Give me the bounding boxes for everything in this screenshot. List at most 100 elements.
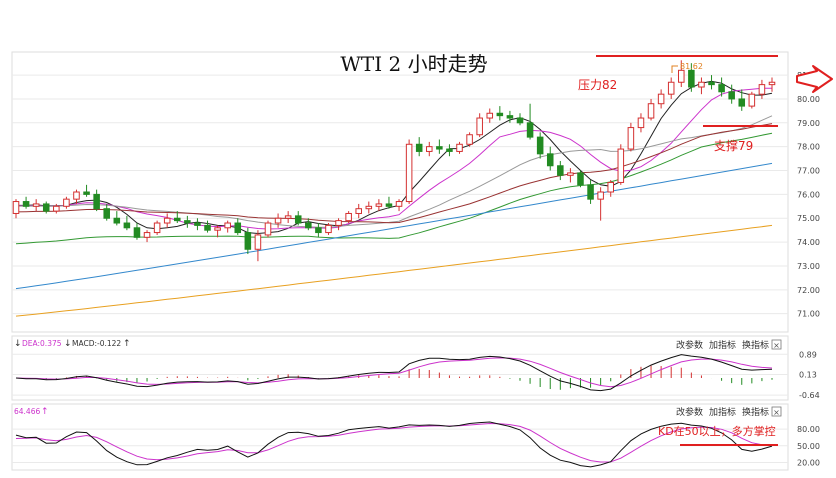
ma-line-120 [15,162,773,290]
ma-line-30 [15,123,773,224]
candle-body [355,208,362,214]
grid-lines [12,74,788,463]
candle-body [22,201,30,207]
dif-line [15,354,773,392]
candle-body [728,91,735,100]
candle-body [153,222,161,234]
candle-body [415,143,423,152]
kd-tick-label: 50.00 [797,442,820,451]
candle-body [577,172,584,186]
kd-close-button[interactable] [771,406,782,417]
candle-body [446,148,453,152]
macd-up-arrow-icon: ↑ [123,339,131,349]
candle-body [53,205,60,212]
candle-body [567,172,574,176]
candle-body [607,181,614,193]
candle-body [627,127,635,150]
candle-body [496,112,504,117]
macd-switch-indicator-button[interactable]: 换指标 [742,339,769,351]
candle-body [113,217,121,224]
candles [12,60,776,262]
macd-arrow-icon: ↓ [64,339,72,349]
macd-tick-label: 0.13 [799,371,817,380]
candle-body [546,153,554,167]
macd-close-icon: × [773,341,780,350]
ma-line-250 [15,224,773,317]
candle-body [395,201,403,207]
kd-up-arrow-icon: ↑ [41,407,49,417]
chart-title: WTI 2 小时走势 [340,52,487,76]
candle-body [486,112,494,119]
candle-body [405,143,413,203]
candle-body [617,148,625,183]
price-tick-label: 77.00 [797,167,820,176]
candle-body [274,217,282,224]
candle-body [678,69,685,83]
candle-body [244,232,252,250]
price-tick-label: 79.00 [797,119,820,128]
candle-body [557,165,564,176]
candle-body [32,203,40,207]
candle-body [254,234,262,250]
candle-body [63,198,70,207]
candle-body [204,224,211,231]
candle-body [597,191,604,200]
candle-body [12,201,20,214]
dea-label: DEA:0.375 [22,339,62,348]
price-tick-label: 73.00 [797,262,820,271]
peak-marker [671,65,678,73]
kd-tick-label: 80.00 [797,425,820,434]
price-tick-label: 76.00 [797,190,820,199]
candle-body [375,203,383,207]
support-label: 支撑79 [714,138,753,153]
candle-body [526,122,534,138]
moving-average-lines [15,80,773,317]
axis-tick-labels: 81.0080.0079.0078.0077.0076.0075.0074.00… [797,71,820,467]
price-tick-label: 71.00 [797,310,820,319]
candle-body [284,215,292,219]
macd-close-button[interactable] [771,339,782,350]
candle-body [365,205,373,210]
macd-tick-label: 0.89 [799,350,817,359]
macd-panel [11,335,789,401]
candle-body [305,222,312,229]
candle-body [718,84,725,93]
kd-value-label: 64.466 [14,407,40,416]
candle-body [83,191,90,195]
candle-body [637,117,645,129]
kd-add-indicator-button[interactable]: 加指标 [709,406,736,418]
candle-body [224,222,231,229]
k-line [15,421,773,468]
candle-body [143,232,151,238]
peak-label: 81.62 [680,62,703,71]
macd-add-indicator-button[interactable]: 加指标 [709,339,736,351]
candle-body [93,193,100,210]
price-tick-label: 75.00 [797,214,820,223]
kd-note: KD在50以上，多方掌控 [658,424,776,438]
candle-body [647,103,655,119]
candle-body [264,222,272,236]
candle-body [456,143,463,152]
candle-body [758,84,766,95]
candle-body [335,220,342,226]
candle-body [234,222,242,234]
candle-body [315,227,322,234]
candle-body [667,81,675,95]
candle-body [436,146,443,150]
candle-body [768,81,776,86]
dea-arrow-icon: ↓ [14,339,22,349]
candle-body [708,81,715,86]
macd-tick-label: -0.64 [799,391,820,400]
candle-body [73,191,80,200]
ma-line-10 [16,87,772,230]
candle-body [294,215,302,224]
candle-body [123,222,131,229]
kd-switch-indicator-button[interactable]: 换指标 [742,406,769,418]
candle-body [587,184,594,200]
kd-change-params-button[interactable]: 改参数 [676,406,703,418]
d-line [15,422,773,463]
resistance-label: 压力82 [578,78,617,92]
macd-change-params-button[interactable]: 改参数 [676,339,703,351]
candle-body [506,115,514,119]
